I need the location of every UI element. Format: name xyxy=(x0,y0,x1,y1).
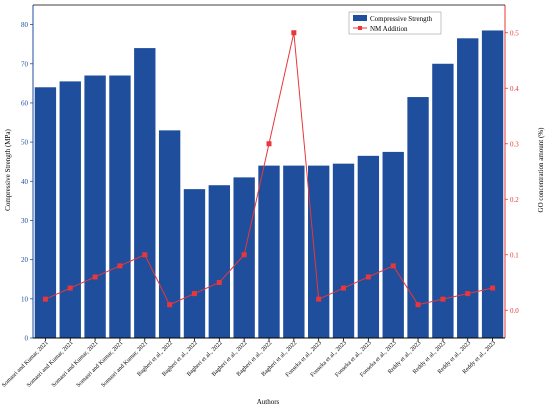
bar xyxy=(332,163,355,338)
left-tick-label: 10 xyxy=(21,295,29,303)
left-tick-label: 30 xyxy=(21,217,29,225)
bar xyxy=(183,189,206,338)
line-point xyxy=(291,30,297,36)
line-point xyxy=(42,296,48,302)
legend-frame xyxy=(348,11,442,35)
line-point xyxy=(241,252,247,258)
line-point xyxy=(216,280,222,285)
left-axis-title: Compressive Strength (MPa) xyxy=(4,129,12,211)
legend-label-nm-addition: NM Addition xyxy=(370,25,408,33)
bar xyxy=(258,165,280,338)
right-tick-label: 0.0 xyxy=(510,307,519,315)
x-axis-title: Authors xyxy=(257,398,280,406)
bar xyxy=(233,177,255,338)
left-axis-ticks: 0 10 20 30 40 50 60 70 80 xyxy=(21,21,33,343)
legend-swatch-nm-addition-marker xyxy=(358,26,362,30)
right-tick-label: 0.3 xyxy=(510,140,519,148)
left-tick-label: 60 xyxy=(21,99,29,107)
line-point xyxy=(92,274,98,280)
legend: Compressive Strength NM Addition xyxy=(348,11,442,35)
left-tick-label: 50 xyxy=(21,139,29,147)
bar xyxy=(109,75,131,339)
line-point xyxy=(490,285,496,291)
line-point xyxy=(117,263,123,269)
line-point xyxy=(465,291,471,297)
bar xyxy=(283,165,305,338)
bar xyxy=(158,130,181,338)
left-tick-label: 40 xyxy=(21,178,29,186)
bar xyxy=(134,48,156,339)
bar xyxy=(382,151,404,338)
right-axis-ticks: 0.0 0.1 0.2 0.3 0.4 0.5 xyxy=(505,29,519,315)
left-tick-label: 0 xyxy=(25,335,29,343)
bar xyxy=(308,165,330,338)
left-tick-label: 70 xyxy=(21,60,29,68)
bar xyxy=(59,81,81,338)
line-point xyxy=(316,296,322,302)
bar xyxy=(84,75,106,339)
right-tick-label: 0.5 xyxy=(510,29,519,37)
right-axis-title: GO concentration amount (%) xyxy=(537,127,545,213)
bar xyxy=(208,185,230,338)
right-tick-label: 0.1 xyxy=(510,251,519,259)
bar xyxy=(432,63,454,338)
bar xyxy=(481,30,504,339)
bar xyxy=(357,155,380,338)
line-point xyxy=(390,263,396,269)
legend-label-compressive-strength: Compressive Strength xyxy=(370,15,433,23)
bar xyxy=(407,97,429,338)
line-point xyxy=(266,141,272,147)
right-tick-label: 0.4 xyxy=(510,85,519,93)
line-point xyxy=(341,285,347,291)
left-tick-label: 20 xyxy=(21,256,29,264)
bar xyxy=(457,38,479,339)
line-point xyxy=(440,296,446,302)
line-point xyxy=(67,285,73,291)
line-point xyxy=(191,291,197,297)
line-point xyxy=(415,302,421,308)
line-point xyxy=(142,252,148,258)
line-series xyxy=(42,30,496,308)
right-tick-label: 0.2 xyxy=(510,196,519,204)
left-tick-label: 80 xyxy=(21,21,29,29)
line-point xyxy=(365,274,371,280)
bar xyxy=(34,87,57,339)
legend-swatch-compressive-strength xyxy=(353,15,367,21)
line-point xyxy=(167,302,173,308)
